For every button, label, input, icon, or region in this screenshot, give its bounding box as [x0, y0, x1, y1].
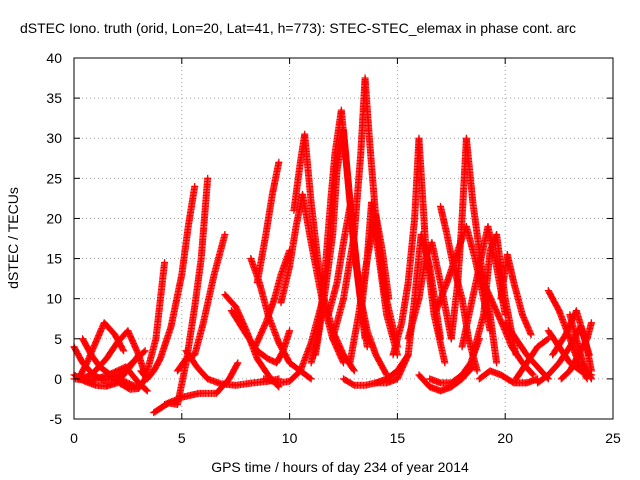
data-point-marker — [306, 374, 314, 382]
data-series — [251, 247, 294, 351]
data-point-marker — [350, 367, 358, 375]
data-layer — [70, 74, 595, 417]
data-point-marker — [191, 182, 199, 190]
data-series — [253, 158, 283, 287]
data-series — [137, 182, 199, 383]
data-point-marker — [119, 345, 127, 353]
data-point-marker — [233, 360, 241, 368]
data-point-marker — [234, 359, 242, 367]
data-point-marker — [493, 359, 501, 367]
data-point-marker — [349, 366, 357, 374]
data-series — [173, 230, 229, 375]
data-point-marker — [140, 348, 148, 356]
data-point-marker — [142, 386, 150, 394]
data-point-marker — [120, 347, 128, 355]
data-point-marker — [275, 158, 283, 166]
data-point-marker — [221, 230, 229, 238]
data-point-marker — [307, 375, 315, 383]
data-point-marker — [204, 174, 212, 182]
data-point-marker — [141, 347, 149, 355]
data-series — [70, 363, 151, 395]
data-point-marker — [143, 387, 151, 395]
data-point-marker — [286, 327, 294, 335]
data-point-marker — [161, 259, 169, 267]
chart-title: dSTEC Iono. truth (orid, Lon=20, Lat=41,… — [20, 20, 576, 36]
data-point-marker — [441, 359, 449, 367]
data-series — [277, 190, 347, 367]
